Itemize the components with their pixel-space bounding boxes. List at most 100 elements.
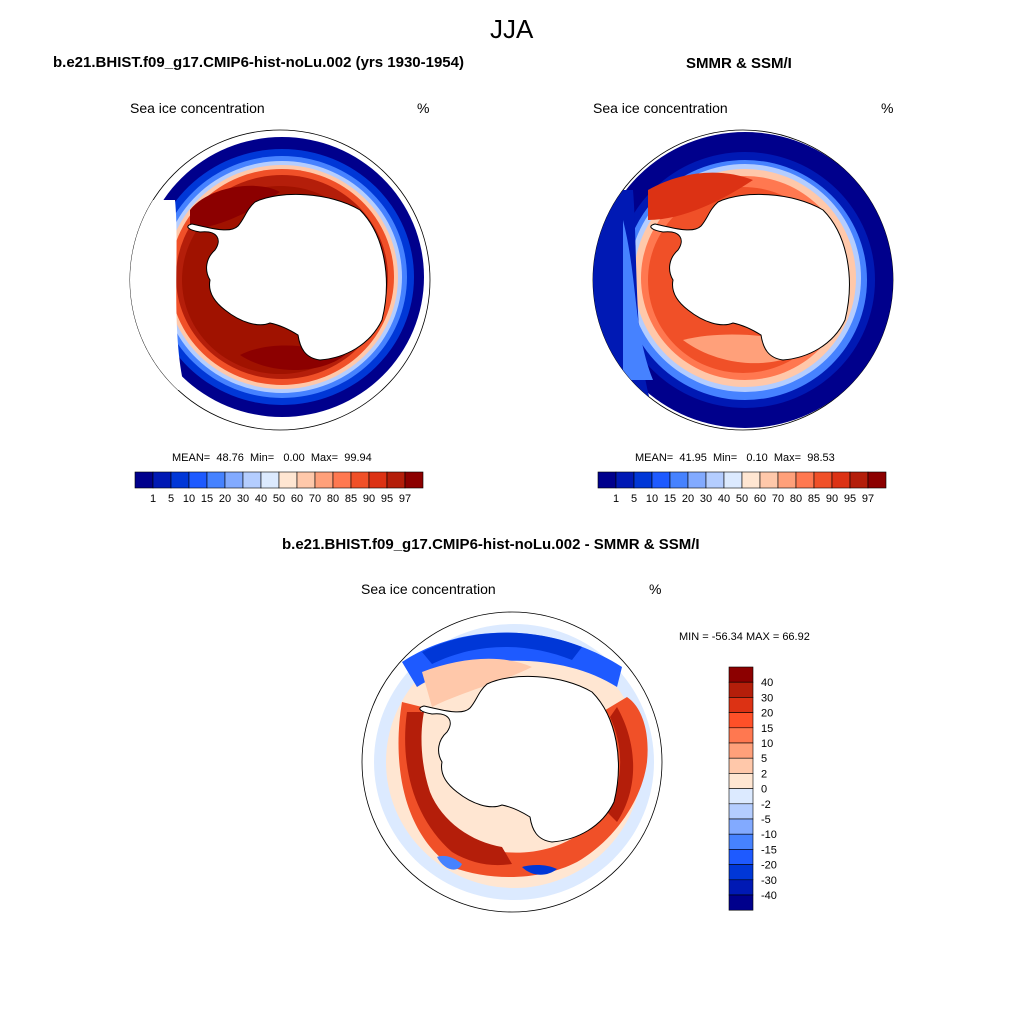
colorbar-tick-label: 10 [646, 493, 658, 505]
colorbar-tick-label: 85 [345, 493, 357, 505]
colorbar-swatch [759, 471, 779, 489]
colorbar-swatch [777, 471, 797, 489]
colorbar-swatch [728, 879, 754, 896]
colorbar-swatch [728, 742, 754, 759]
colorbar-diff: 40 30 20 15 10 5 2 0 -2 -5 -10 -15 -20 -30 -40 [728, 666, 799, 917]
colorbar-tick-label: 15 [201, 493, 213, 505]
colorbar-tick-label: 80 [327, 493, 339, 505]
panel-model-stats: MEAN= 48.76 Min= 0.00 Max= 99.94 [172, 452, 372, 464]
colorbar-swatch [350, 471, 370, 489]
panel-model-variable-label: Sea ice concentration [130, 100, 265, 116]
colorbar-tick-label: 30 [237, 493, 249, 505]
colorbar-tick-label: 90 [826, 493, 838, 505]
colorbar-tick-label: 95 [381, 493, 393, 505]
colorbar-swatch [386, 471, 406, 489]
colorbar-swatch [705, 471, 725, 489]
stat-max-label: Max= [310, 452, 339, 464]
colorbar-swatch [728, 894, 754, 911]
colorbar-swatch [728, 697, 754, 713]
colorbar-swatch [867, 471, 887, 489]
colorbar-tick-label: 10 [761, 738, 773, 750]
panel-model-units-label: % [417, 100, 430, 116]
colorbar-tick-label: 97 [399, 493, 411, 505]
stat-min-value: 0.00 [283, 452, 305, 464]
colorbar-tick-label: 40 [718, 493, 730, 505]
colorbar-tick-label: 5 [631, 493, 637, 505]
colorbar-tick-label: 2 [761, 768, 767, 780]
colorbar-tick-label: -20 [761, 860, 777, 872]
colorbar-tick-label: 70 [309, 493, 321, 505]
colorbar-swatch [404, 471, 424, 489]
stat-min-value: 0.10 [746, 452, 768, 464]
panel-obs-title: SMMR & SSM/I [686, 55, 792, 72]
colorbar-tick-label: 60 [754, 493, 766, 505]
colorbar-tick-label: 85 [808, 493, 820, 505]
stat-min-label: Min= [713, 452, 738, 464]
colorbar-tick-label: -15 [761, 844, 777, 856]
colorbar-swatch [687, 471, 707, 489]
colorbar-tick-label: 15 [761, 723, 773, 735]
colorbar-swatch [728, 803, 754, 820]
figure-title: JJA [490, 14, 534, 44]
panel-obs-units-label: % [881, 100, 894, 116]
map-model [129, 129, 431, 431]
colorbar-swatch [224, 471, 244, 489]
stat-mean-label: MEAN= [172, 452, 211, 464]
colorbar-tick-label: 5 [761, 753, 767, 765]
colorbar-tick-label: 30 [761, 692, 773, 704]
colorbar-tick-label: 1 [613, 493, 619, 505]
colorbar-swatch [188, 471, 208, 489]
colorbar-swatch [669, 471, 689, 489]
colorbar-tick-label: 5 [168, 493, 174, 505]
stat-max-value: 99.94 [344, 452, 372, 464]
colorbar-swatch [813, 471, 833, 489]
colorbar-swatch [314, 471, 334, 489]
colorbar-swatch [368, 471, 388, 489]
stat-mean-value: 41.95 [679, 452, 707, 464]
colorbar-swatch [332, 471, 352, 489]
colorbar-tick-label: 60 [291, 493, 303, 505]
panel-diff-variable-label: Sea ice concentration [361, 581, 496, 597]
colorbar-swatch [728, 864, 754, 881]
panel-model-title: b.e21.BHIST.f09_g17.CMIP6-hist-noLu.002 … [53, 54, 464, 71]
stat-min-label: Min= [250, 452, 275, 464]
colorbar-swatch [728, 833, 754, 850]
panel-diff-title: b.e21.BHIST.f09_g17.CMIP6-hist-noLu.002 … [282, 536, 700, 553]
colorbar-swatch [597, 471, 617, 489]
colorbar-tick-label: 0 [761, 784, 767, 796]
panel-diff-units-label: % [649, 581, 662, 597]
colorbar-swatch [728, 788, 754, 805]
colorbar-tick-label: -10 [761, 829, 777, 841]
colorbar-swatch [728, 666, 754, 683]
colorbar-swatch [849, 471, 869, 489]
colorbar-swatch [615, 471, 635, 489]
colorbar-swatch [278, 471, 298, 489]
colorbar-swatch [242, 471, 262, 489]
colorbar-swatch [728, 681, 754, 698]
colorbar-swatch [260, 471, 280, 489]
colorbar-swatch [728, 712, 754, 729]
colorbar-tick-label: 80 [790, 493, 802, 505]
colorbar-swatch [206, 471, 226, 489]
colorbar-tick-label: 15 [664, 493, 676, 505]
colorbar-obs: 1 5 10 15 20 30 40 50 60 70 80 85 90 95 97 [597, 471, 888, 513]
colorbar-tick-label: 97 [862, 493, 874, 505]
map-model-antarctica [187, 194, 387, 361]
panel-obs-variable-label: Sea ice concentration [593, 100, 728, 116]
stat-max-value: 98.53 [807, 452, 835, 464]
colorbar-tick-label: 50 [736, 493, 748, 505]
panel-diff-minmax: MIN = -56.34 MAX = 66.92 [679, 631, 810, 643]
colorbar-tick-label: 20 [682, 493, 694, 505]
colorbar-swatch [741, 471, 761, 489]
colorbar-swatch [728, 727, 754, 744]
map-obs-antarctica [650, 194, 850, 361]
colorbar-tick-label: 10 [183, 493, 195, 505]
panel-obs-stats: MEAN= 41.95 Min= 0.10 Max= 98.53 [635, 452, 835, 464]
colorbar-tick-label: 50 [273, 493, 285, 505]
colorbar-swatch [728, 773, 754, 789]
colorbar-swatch [152, 471, 172, 489]
stat-mean-label: MEAN= [635, 452, 674, 464]
colorbar-swatch [728, 757, 754, 774]
colorbar-swatch [170, 471, 190, 489]
map-diff [361, 611, 663, 913]
